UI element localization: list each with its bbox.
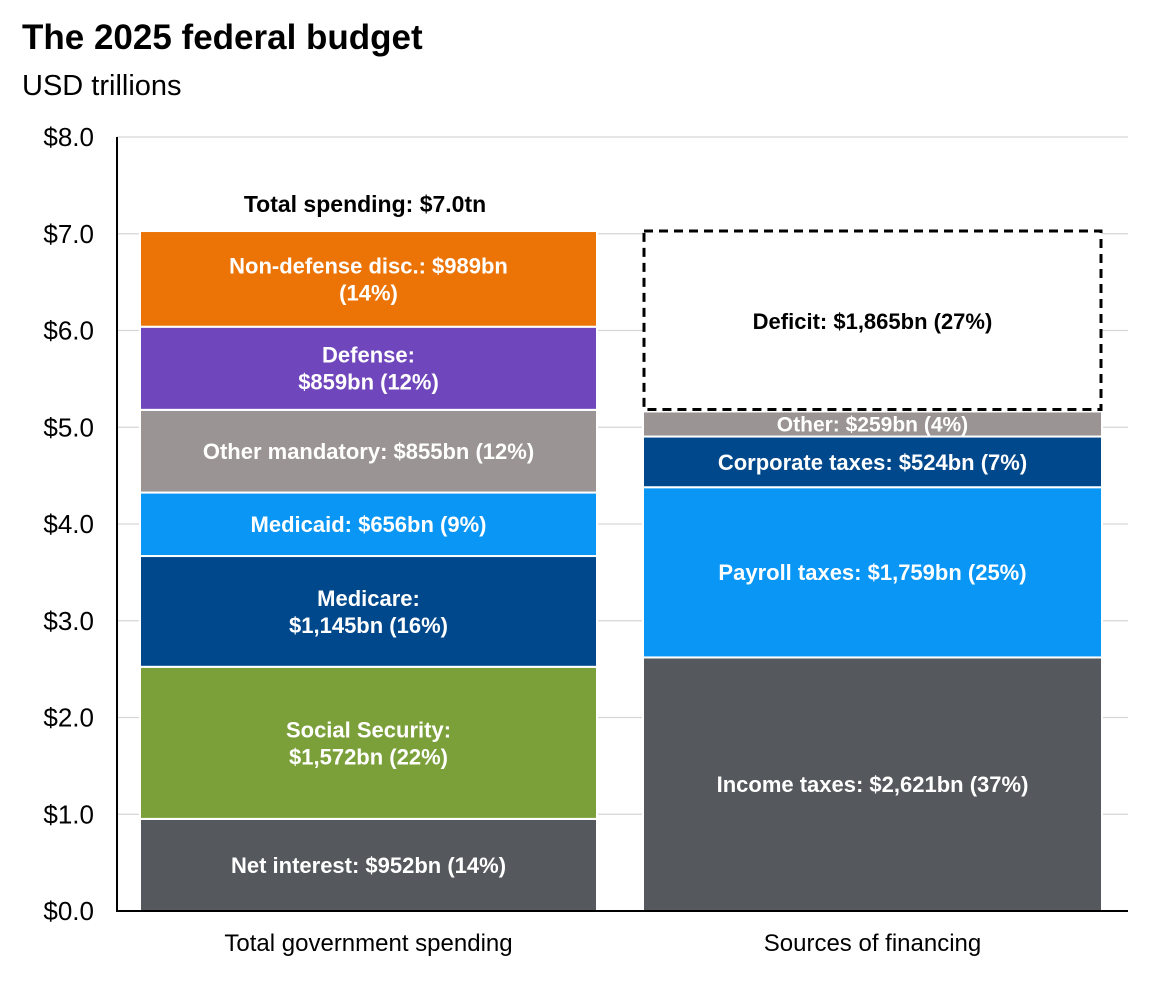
bar-segment-social-security <box>139 665 598 820</box>
x-category-label: Sources of financing <box>764 930 981 957</box>
segment-label-income-taxes: Income taxes: $2,621bn (37%) <box>717 772 1029 797</box>
bar-segment-deficit <box>642 229 1103 411</box>
segment-label-medicare: Medicare: <box>317 586 420 611</box>
bar-segment-income-taxes <box>642 656 1103 913</box>
bar-segment-defense <box>139 325 598 411</box>
segment-label-defense: $859bn (12%) <box>298 370 439 395</box>
bar-segment-corporate-taxes <box>642 435 1103 489</box>
bars <box>139 229 1103 913</box>
y-tick-label: $7.0 <box>43 219 94 249</box>
bar-segment-other-mandatory <box>139 408 598 494</box>
segment-label-corporate-taxes: Corporate taxes: $524bn (7%) <box>718 450 1027 475</box>
segment-labels: Net interest: $952bn (14%) Social Securit… <box>203 253 1029 878</box>
y-axis-ticks: $0.0 $1.0 $2.0 $3.0 $4.0 $5.0 $6.0 $7.0 $8.0 <box>43 122 94 926</box>
y-tick-label: $0.0 <box>43 896 94 926</box>
segment-label-deficit: Deficit: $1,865bn (27%) <box>753 309 993 334</box>
segment-label-social-security: Social Security: <box>286 717 451 742</box>
y-tick-label: $1.0 <box>43 799 94 829</box>
segment-label-other-mandatory: Other mandatory: $855bn (12%) <box>203 439 534 464</box>
bar-segment-net-interest <box>139 817 598 912</box>
total-spending-annotation: Total spending: $7.0tn <box>244 191 486 217</box>
y-tick-label: $6.0 <box>43 316 94 346</box>
bar-segment-other <box>642 410 1103 438</box>
segment-label-medicaid: Medicaid: $656bn (9%) <box>251 512 487 537</box>
segment-label-medicare: $1,145bn (16%) <box>289 613 448 638</box>
segment-label-non-defense-disc: Non-defense disc.: $989bn <box>229 253 508 278</box>
y-tick-label: $8.0 <box>43 122 94 152</box>
x-axis-category-labels: Total government spending Sources of fina… <box>224 930 981 957</box>
segment-label-other: Other: $259bn (4%) <box>777 414 968 437</box>
y-tick-label: $5.0 <box>43 412 94 442</box>
segment-label-net-interest: Net interest: $952bn (14%) <box>231 853 506 878</box>
y-tick-label: $4.0 <box>43 509 94 539</box>
segment-label-defense: Defense: <box>322 343 415 368</box>
bar-segment-medicare <box>139 555 598 668</box>
chart-subtitle: USD trillions <box>22 70 182 102</box>
chart-title: The 2025 federal budget <box>22 18 423 57</box>
x-category-label: Total government spending <box>224 930 512 957</box>
segment-label-social-security: $1,572bn (22%) <box>289 744 448 769</box>
segment-label-payroll-taxes: Payroll taxes: $1,759bn (25%) <box>718 560 1026 585</box>
bar-segment-payroll-taxes <box>642 486 1103 659</box>
segment-label-non-defense-disc: (14%) <box>339 280 398 305</box>
y-tick-label: $3.0 <box>43 606 94 636</box>
y-tick-label: $2.0 <box>43 703 94 733</box>
bar-segment-non-defense-disc <box>139 230 598 328</box>
bar-segment-medicaid <box>139 491 598 558</box>
